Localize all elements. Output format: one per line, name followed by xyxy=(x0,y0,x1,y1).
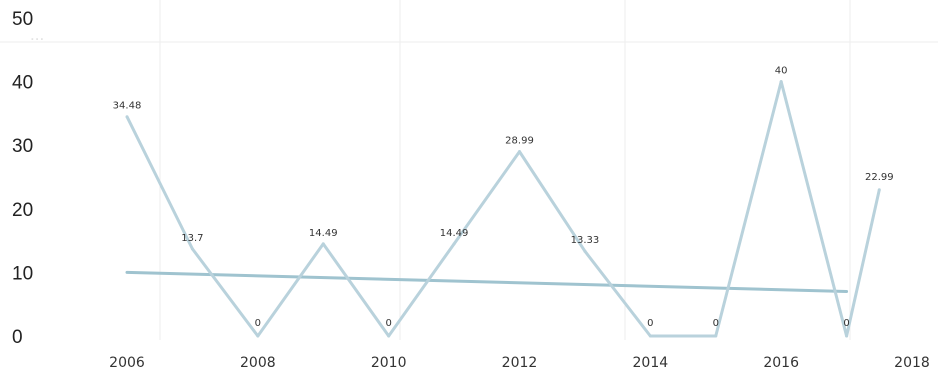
y-axis: 0 10 20 30 40 50 xyxy=(12,9,33,348)
data-point xyxy=(779,80,783,84)
x-tick-label: 2016 xyxy=(763,355,799,371)
data-point xyxy=(845,334,849,338)
y-tick-label: 20 xyxy=(12,200,33,221)
data-point xyxy=(256,334,260,338)
data-point xyxy=(714,334,718,338)
y-tick-label: 30 xyxy=(12,136,33,157)
data-point xyxy=(387,334,391,338)
y-tick-label: 50 xyxy=(12,9,33,30)
data-point xyxy=(877,188,881,192)
data-label: 40 xyxy=(775,66,788,77)
x-tick-label: 2006 xyxy=(109,355,145,371)
data-label: 13.7 xyxy=(181,233,203,244)
x-tick-label: 2018 xyxy=(894,355,930,371)
x-axis: 2006 2008 2010 2012 2014 2016 2018 xyxy=(109,355,930,371)
y-tick-label: 10 xyxy=(12,263,33,284)
data-label: 28.99 xyxy=(505,136,534,147)
trend-line xyxy=(125,270,849,293)
data-label: 0 xyxy=(255,318,261,329)
data-label: 22.99 xyxy=(865,172,894,183)
data-label: 14.49 xyxy=(309,228,338,239)
data-label: 0 xyxy=(385,318,391,329)
faded-background-table: ... xyxy=(0,0,938,340)
data-point xyxy=(518,150,521,154)
data-point xyxy=(583,249,587,253)
data-point xyxy=(321,242,325,246)
x-tick-label: 2010 xyxy=(371,355,407,371)
data-label: 0 xyxy=(647,318,653,329)
data-point xyxy=(452,242,456,246)
y-tick-label: 40 xyxy=(12,73,33,94)
data-label: 0 xyxy=(843,318,849,329)
data-label: 34.48 xyxy=(113,101,142,112)
y-tick-label: 0 xyxy=(12,327,23,348)
series-layer xyxy=(125,80,881,338)
data-label: 14.49 xyxy=(440,228,469,239)
x-tick-label: 2008 xyxy=(240,355,276,371)
data-point xyxy=(125,115,129,119)
data-labels: 34.48 13.7 0 14.49 0 14.49 28.99 13.33 0 0 40 0 22.9… xyxy=(113,66,894,329)
data-point xyxy=(190,247,194,251)
svg-text:...: ... xyxy=(30,25,44,44)
data-label: 0 xyxy=(713,318,719,329)
x-tick-label: 2014 xyxy=(633,355,669,371)
series-line xyxy=(125,80,881,338)
x-tick-label: 2012 xyxy=(502,355,538,371)
data-label: 13.33 xyxy=(571,235,600,246)
data-point xyxy=(648,334,652,338)
